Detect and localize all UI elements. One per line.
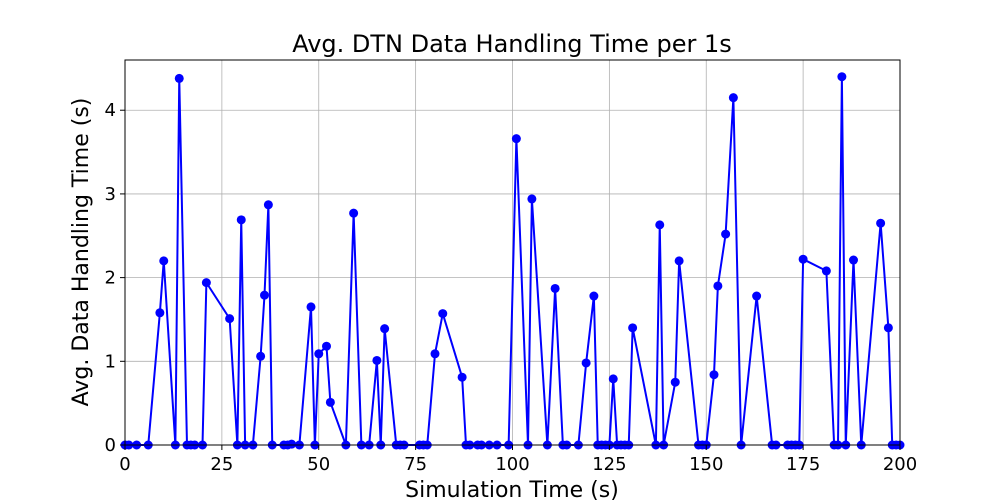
data-point <box>325 397 335 407</box>
data-point <box>709 370 719 380</box>
data-point <box>159 256 169 266</box>
x-tick-label: 50 <box>307 454 330 475</box>
y-tick-label: 1 <box>105 351 116 372</box>
x-tick-label: 200 <box>883 454 917 475</box>
data-point <box>628 323 638 333</box>
data-point <box>430 349 440 359</box>
data-point <box>306 302 316 312</box>
data-point <box>674 256 684 266</box>
data-point <box>263 200 273 210</box>
data-point <box>721 229 731 239</box>
data-point <box>608 374 618 384</box>
data-point <box>380 324 390 334</box>
data-point <box>438 309 448 319</box>
data-point <box>728 93 738 103</box>
data-point <box>314 349 324 359</box>
data-point <box>256 351 266 361</box>
data-point <box>349 208 359 218</box>
y-axis-label: Avg. Data Handling Time (s) <box>69 98 94 407</box>
data-point <box>550 283 560 293</box>
x-tick-label: 75 <box>404 454 427 475</box>
data-point <box>287 439 297 449</box>
y-tick-label: 0 <box>105 435 116 456</box>
x-tick-label: 25 <box>210 454 233 475</box>
data-point <box>798 254 808 264</box>
data-point <box>849 255 858 265</box>
data-point <box>225 314 235 324</box>
data-point <box>260 290 269 300</box>
data-point <box>372 355 382 365</box>
data-point <box>837 72 847 82</box>
y-tick-label: 2 <box>105 268 116 289</box>
x-tick-label: 175 <box>786 454 820 475</box>
data-point <box>589 291 599 301</box>
data-point <box>511 134 521 144</box>
data-point <box>457 372 467 382</box>
data-point <box>752 291 762 301</box>
x-axis-label: Simulation Time (s) <box>405 478 619 500</box>
data-point <box>821 266 831 276</box>
x-tick-label: 100 <box>495 454 529 475</box>
axis-ticks: 0 25 50 75 100 125 150 175 200 0 1 2 3 4 <box>105 100 918 475</box>
data-point <box>655 220 665 230</box>
y-tick-label: 3 <box>105 184 116 205</box>
x-tick-label: 150 <box>689 454 723 475</box>
data-point <box>670 377 680 387</box>
data-point <box>713 281 723 291</box>
y-tick-label: 4 <box>105 100 116 121</box>
chart-title: Avg. DTN Data Handling Time per 1s <box>292 30 732 58</box>
data-point <box>201 278 211 288</box>
data-point <box>174 73 184 83</box>
data-point <box>581 358 591 368</box>
data-point <box>322 341 331 351</box>
x-tick-label: 125 <box>592 454 626 475</box>
data-point <box>155 308 165 318</box>
data-point <box>527 194 537 204</box>
data-point <box>876 218 886 228</box>
data-point <box>883 323 893 333</box>
data-point <box>236 215 246 225</box>
x-tick-label: 0 <box>119 454 130 475</box>
